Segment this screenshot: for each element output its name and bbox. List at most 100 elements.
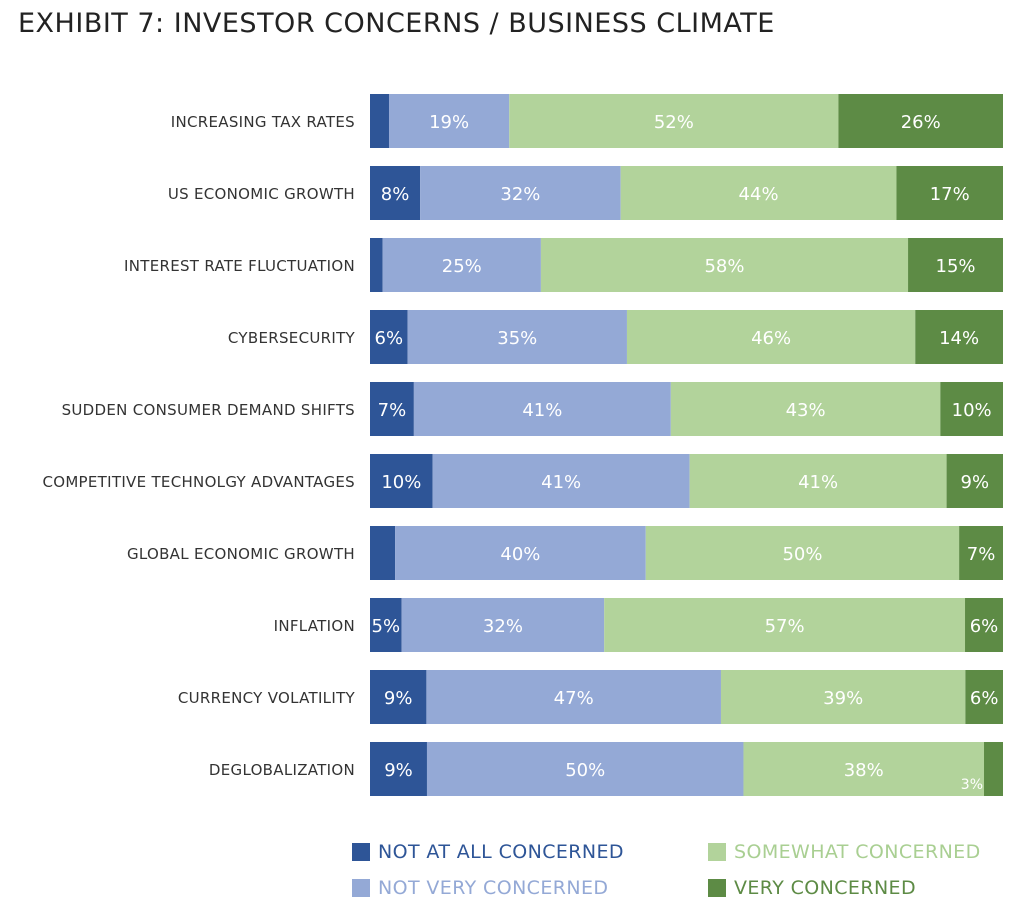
bar-global-economic-growth-not-very-concerned [395,526,646,580]
legend-label-somewhat-concerned: SOMEWHAT CONCERNED [734,841,981,863]
bar-interest-rate-fluctuation-somewhat-concerned [540,238,909,292]
bar-competitive-technolgy-advantages-somewhat-concerned [689,454,947,508]
value-label-deglobalization-very-concerned: 3% [961,777,983,793]
bar-us-economic-growth-not-at-all-concerned [370,166,421,220]
value-label-currency-volatility-not-very-concerned: 47% [554,688,594,709]
category-label-inflation: INFLATION [274,617,355,635]
value-label-increasing-tax-rates-somewhat-concerned: 52% [654,112,694,133]
value-label-inflation-not-at-all-concerned: 5% [372,616,401,637]
value-label-currency-volatility-not-at-all-concerned: 9% [384,688,413,709]
bar-currency-volatility-very-concerned [965,670,1003,724]
value-label-interest-rate-fluctuation-somewhat-concerned: 58% [704,256,744,277]
bar-sudden-consumer-demand-shifts-not-at-all-concerned [370,382,414,436]
bar-us-economic-growth-very-concerned [896,166,1003,220]
bar-competitive-technolgy-advantages-not-at-all-concerned [370,454,433,508]
value-label-increasing-tax-rates-very-concerned: 26% [901,112,941,133]
value-label-global-economic-growth-somewhat-concerned: 50% [782,544,822,565]
value-label-cybersecurity-not-at-all-concerned: 6% [375,328,404,349]
bar-cybersecurity-not-at-all-concerned [370,310,408,364]
value-label-competitive-technolgy-advantages-not-very-concerned: 41% [541,472,581,493]
category-label-deglobalization: DEGLOBALIZATION [209,761,355,779]
value-label-increasing-tax-rates-not-very-concerned: 19% [429,112,469,133]
value-label-deglobalization-not-at-all-concerned: 9% [384,760,413,781]
bar-interest-rate-fluctuation-not-very-concerned [382,238,541,292]
value-label-competitive-technolgy-advantages-somewhat-concerned: 41% [798,472,838,493]
value-label-currency-volatility-very-concerned: 6% [970,688,999,709]
value-label-sudden-consumer-demand-shifts-not-at-all-concerned: 7% [378,400,407,421]
legend-swatch-not-very-concerned [352,879,370,897]
bar-deglobalization-not-at-all-concerned [370,742,427,796]
value-label-currency-volatility-somewhat-concerned: 39% [823,688,863,709]
category-label-increasing-tax-rates: INCREASING TAX RATES [171,113,355,131]
value-label-inflation-somewhat-concerned: 57% [765,616,805,637]
value-label-interest-rate-fluctuation-not-very-concerned: 25% [442,256,482,277]
category-label-currency-volatility: CURRENCY VOLATILITY [178,689,356,707]
category-label-sudden-consumer-demand-shifts: SUDDEN CONSUMER DEMAND SHIFTS [62,401,355,419]
value-label-global-economic-growth-very-concerned: 7% [967,544,996,565]
category-label-us-economic-growth: US ECONOMIC GROWTH [168,185,355,203]
bar-deglobalization-somewhat-concerned [743,742,985,796]
bar-currency-volatility-somewhat-concerned [720,670,966,724]
bar-inflation-very-concerned [965,598,1003,652]
bar-sudden-consumer-demand-shifts-very-concerned [940,382,1003,436]
chart-title: EXHIBIT 7: INVESTOR CONCERNS / BUSINESS … [18,8,775,39]
value-label-us-economic-growth-not-very-concerned: 32% [500,184,540,205]
category-label-competitive-technolgy-advantages: COMPETITIVE TECHNOLGY ADVANTAGES [42,473,355,491]
bar-sudden-consumer-demand-shifts-not-very-concerned [413,382,671,436]
value-label-competitive-technolgy-advantages-not-at-all-concerned: 10% [381,472,421,493]
legend-label-very-concerned: VERY CONCERNED [734,877,916,899]
bar-increasing-tax-rates-somewhat-concerned [509,94,839,148]
value-label-global-economic-growth-not-very-concerned: 40% [500,544,540,565]
bar-competitive-technolgy-advantages-very-concerned [946,454,1003,508]
legend: NOT AT ALL CONCERNED NOT VERY CONCERNED … [352,840,1012,910]
value-label-sudden-consumer-demand-shifts-very-concerned: 10% [952,400,992,421]
bar-increasing-tax-rates-not-very-concerned [388,94,510,148]
legend-label-not-very-concerned: NOT VERY CONCERNED [378,877,609,899]
value-label-competitive-technolgy-advantages-very-concerned: 9% [961,472,990,493]
legend-item-not-very-concerned: NOT VERY CONCERNED [352,876,608,900]
bar-cybersecurity-very-concerned [915,310,1003,364]
value-label-us-economic-growth-not-at-all-concerned: 8% [381,184,410,205]
bar-cybersecurity-somewhat-concerned [626,310,916,364]
bar-interest-rate-fluctuation-very-concerned [908,238,1003,292]
bar-global-economic-growth-not-at-all-concerned [370,526,396,580]
category-label-global-economic-growth: GLOBAL ECONOMIC GROWTH [127,545,355,563]
legend-swatch-somewhat-concerned [708,843,726,861]
bar-currency-volatility-not-at-all-concerned [370,670,427,724]
legend-item-not-at-all-concerned: NOT AT ALL CONCERNED [352,840,624,864]
value-label-cybersecurity-not-very-concerned: 35% [497,328,537,349]
bar-deglobalization-not-very-concerned [426,742,744,796]
bar-inflation-not-at-all-concerned [370,598,402,652]
bar-cybersecurity-not-very-concerned [407,310,627,364]
bar-increasing-tax-rates-not-at-all-concerned [370,94,389,148]
value-label-cybersecurity-somewhat-concerned: 46% [751,328,791,349]
legend-swatch-not-at-all-concerned [352,843,370,861]
legend-item-very-concerned: VERY CONCERNED [708,876,916,900]
value-label-interest-rate-fluctuation-very-concerned: 15% [936,256,976,277]
bar-inflation-somewhat-concerned [604,598,966,652]
bar-us-economic-growth-not-very-concerned [420,166,621,220]
bar-sudden-consumer-demand-shifts-somewhat-concerned [670,382,941,436]
category-label-cybersecurity: CYBERSECURITY [228,329,356,347]
stacked-bar-chart: INCREASING TAX RATES 3% 19% 52% 26% US ECONOM… [42,94,1003,796]
bar-competitive-technolgy-advantages-not-very-concerned [432,454,690,508]
value-label-us-economic-growth-somewhat-concerned: 44% [739,184,779,205]
bar-inflation-not-very-concerned [401,598,605,652]
value-label-us-economic-growth-very-concerned: 17% [930,184,970,205]
bar-us-economic-growth-somewhat-concerned [620,166,897,220]
legend-swatch-very-concerned [708,879,726,897]
value-label-cybersecurity-very-concerned: 14% [939,328,979,349]
bar-deglobalization-very-concerned [984,742,1003,796]
value-label-deglobalization-somewhat-concerned: 38% [844,760,884,781]
bar-interest-rate-fluctuation-not-at-all-concerned [370,238,383,292]
category-label-interest-rate-fluctuation: INTEREST RATE FLUCTUATION [124,257,355,275]
value-label-sudden-consumer-demand-shifts-somewhat-concerned: 43% [786,400,826,421]
value-label-deglobalization-not-very-concerned: 50% [565,760,605,781]
legend-label-not-at-all-concerned: NOT AT ALL CONCERNED [378,841,624,863]
bar-currency-volatility-not-very-concerned [426,670,721,724]
bar-global-economic-growth-somewhat-concerned [645,526,960,580]
value-label-inflation-not-very-concerned: 32% [483,616,523,637]
value-label-inflation-very-concerned: 6% [970,616,999,637]
legend-item-somewhat-concerned: SOMEWHAT CONCERNED [708,840,981,864]
bar-global-economic-growth-very-concerned [959,526,1003,580]
